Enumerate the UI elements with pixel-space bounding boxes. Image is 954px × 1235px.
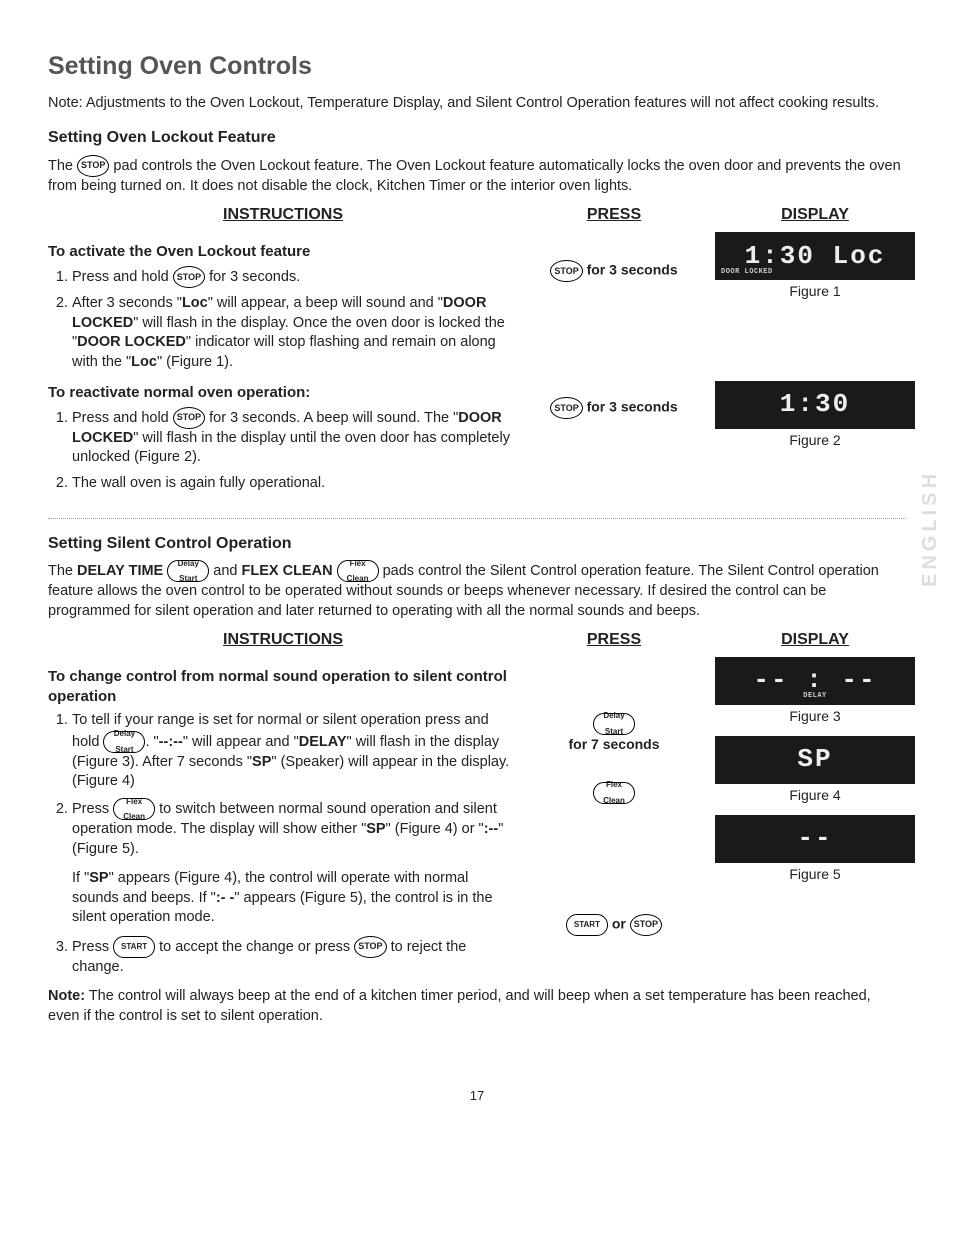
delay-start-pad-icon: DelayStart (593, 713, 635, 735)
delay-start-pad-icon: DelayStart (103, 731, 145, 753)
flex-clean-pad-icon: FlexClean (337, 560, 379, 582)
reactivate-step-1: Press and hold STOP for 3 seconds. A bee… (72, 407, 518, 468)
figure-5-caption: Figure 5 (710, 865, 920, 884)
text: Press and hold (72, 410, 173, 426)
text: for 3 seconds (587, 262, 678, 278)
display-figure-1: 1:30 Loc DOOR LOCKED (715, 232, 915, 280)
text: pad controls the Oven Lockout feature. T… (48, 158, 901, 194)
lockout-heading: Setting Oven Lockout Feature (48, 127, 906, 149)
text: Press (72, 939, 113, 955)
silent-step-3: Press START to accept the change or pres… (72, 936, 518, 978)
display-subtext: DELAY (803, 692, 827, 701)
lockout-intro: The STOP pad controls the Oven Lockout f… (48, 155, 906, 197)
col-press: PRESS (524, 204, 704, 226)
text: for 3 seconds (587, 399, 678, 415)
text: to accept the change or press (159, 939, 354, 955)
press-silent-3: START or STOP (524, 914, 704, 936)
display-subtext: DOOR LOCKED (721, 268, 773, 277)
display-figure-4: SP (715, 736, 915, 784)
page-number: 17 (48, 1087, 906, 1105)
reactivate-heading: To reactivate normal oven operation: (48, 383, 518, 403)
delay-start-pad-icon: DelayStart (167, 560, 209, 582)
figure-4-caption: Figure 4 (710, 786, 920, 805)
press-reactivate: STOP for 3 seconds (524, 397, 704, 419)
start-pad-icon: START (113, 936, 155, 958)
display-text: -- (797, 821, 832, 856)
flex-clean-pad-icon: FlexClean (113, 798, 155, 820)
silent-intro: The DELAY TIME DelayStart and FLEX CLEAN… (48, 560, 906, 621)
silent-step-1: To tell if your range is set for normal … (72, 711, 518, 792)
col-display: DISPLAY (710, 629, 920, 651)
silent-heading: Setting Silent Control Operation (48, 533, 906, 555)
col-press: PRESS (524, 629, 704, 651)
text: for 7 seconds (568, 736, 659, 752)
col-instructions: INSTRUCTIONS (48, 629, 518, 651)
display-figure-3: -- : -- DELAY (715, 657, 915, 705)
activate-step-1: Press and hold STOP for 3 seconds. (72, 266, 518, 288)
reactivate-step-2: The wall oven is again fully operational… (72, 474, 518, 494)
display-figure-2: 1:30 (715, 381, 915, 429)
stop-pad-icon: STOP (550, 397, 582, 419)
stop-pad-icon: STOP (173, 407, 205, 429)
stop-pad-icon: STOP (550, 260, 582, 282)
display-text: SP (797, 742, 832, 777)
silent-change-heading: To change control from normal sound oper… (48, 667, 518, 708)
col-instructions: INSTRUCTIONS (48, 204, 518, 226)
display-figure-5: -- (715, 815, 915, 863)
activate-step-2: After 3 seconds "Loc" will appear, a bee… (72, 294, 518, 372)
press-activate: STOP for 3 seconds (524, 260, 704, 282)
text: Press and hold (72, 269, 173, 285)
silent-note: Note: The control will always beep at th… (48, 987, 906, 1026)
silent-step-2: Press FlexClean to switch between normal… (72, 798, 518, 928)
text: The (48, 158, 77, 174)
press-silent-1: DelayStart for 7 seconds (524, 713, 704, 754)
activate-heading: To activate the Oven Lockout feature (48, 242, 518, 262)
intro-note: Note: Adjustments to the Oven Lockout, T… (48, 94, 906, 114)
side-language-label: ENGLISH (917, 470, 944, 587)
figure-2-caption: Figure 2 (710, 431, 920, 450)
figure-3-caption: Figure 3 (710, 707, 920, 726)
start-pad-icon: START (566, 914, 608, 936)
col-display: DISPLAY (710, 204, 920, 226)
page-title: Setting Oven Controls (48, 50, 906, 84)
text: or (612, 915, 630, 931)
figure-1-caption: Figure 1 (710, 282, 920, 301)
stop-pad-icon: STOP (630, 914, 662, 936)
text: Press (72, 801, 113, 817)
display-text: 1:30 (780, 387, 850, 422)
stop-pad-icon: STOP (354, 936, 386, 958)
flex-clean-pad-icon: FlexClean (593, 782, 635, 804)
text: for 3 seconds. (209, 269, 300, 285)
stop-pad-icon: STOP (173, 266, 205, 288)
press-silent-2: FlexClean (524, 782, 704, 804)
stop-pad-icon: STOP (77, 155, 109, 177)
section-divider (48, 518, 906, 519)
